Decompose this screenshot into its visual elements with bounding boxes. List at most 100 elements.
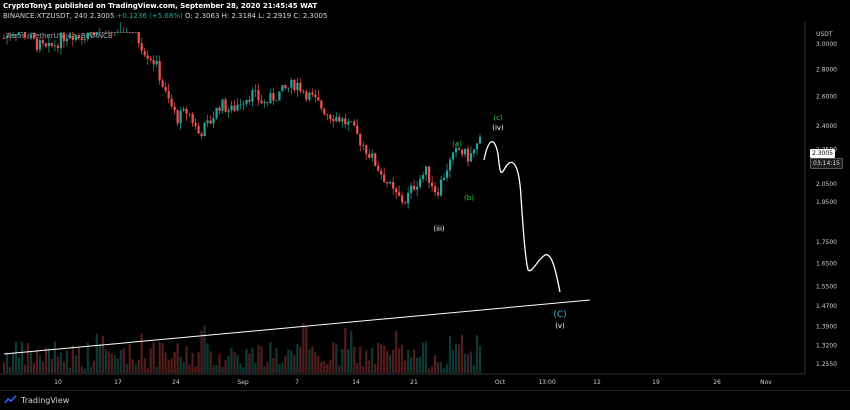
volume-bar [377,342,380,373]
tradingview-logo[interactable]: TradingView [4,395,69,405]
volume-bar [323,361,326,373]
candle-body [257,90,260,101]
candle-body [433,186,437,193]
candle-body [478,136,482,144]
volume-bar [209,351,212,373]
time-tick-label: Sep [237,379,249,386]
volume-bar [299,346,302,373]
candle-body [419,179,422,187]
volume-bar [230,348,233,373]
candle-body [260,100,263,104]
volume-bar [164,352,167,373]
candle-body [50,42,53,46]
candle-body [140,43,143,51]
candle-body [350,121,353,123]
volume-bar [448,335,452,373]
volume-bar [329,359,332,373]
wave-label-c-small: (c) [493,114,503,122]
volume-bar [53,341,56,373]
volume-bar [89,366,92,373]
volume-bar [212,364,215,373]
candle-body [463,148,467,155]
volume-bar [416,357,419,373]
candle-body [323,108,326,115]
candle-body [326,114,329,116]
publisher-line: CryptoTony1 published on TradingView.com… [3,2,318,10]
volume-bar [431,366,434,373]
candle-body [335,117,338,122]
volume-bar [239,363,242,373]
volume-bar [203,325,206,373]
volume-bar [442,368,446,373]
candle-body [266,102,269,103]
wave-label-b: (b) [464,194,474,202]
volume-bar [2,362,6,373]
volume-bar [248,353,251,373]
volume-bar [233,351,236,373]
candle-body [472,149,476,154]
volume-bar [317,355,320,373]
volume-bar [146,368,149,373]
volume-bar [176,343,179,373]
price-chart[interactable]: 3.00002.80002.60002.40002.25002.05001.95… [0,22,850,390]
price-tick-label: 3.0000 [816,41,837,48]
volume-bar [341,349,344,373]
candle-body [281,85,284,92]
volume-bar [302,323,305,373]
candle-body [428,166,431,183]
candle-body [299,82,302,92]
candle-body [2,37,6,39]
candle-body [389,182,392,184]
volume-bar [422,342,425,373]
volume-bar [472,365,476,373]
candle-body [383,174,386,183]
price-tick-label: 1.9500 [816,199,837,206]
candle-body [311,92,314,95]
price-tick-label: 1.3900 [816,323,837,330]
volume-bar [466,354,470,373]
candle-body [38,40,42,50]
volume-bar [365,350,368,373]
candle-body [53,45,56,47]
candle-body [92,32,95,35]
candle-body [113,32,116,33]
candle-body [475,143,479,150]
volume-bar [463,353,467,373]
candle-body [344,118,347,125]
candle-body [152,60,155,65]
candle-body [242,103,245,105]
volume-bar [478,346,482,373]
volume-bar [254,362,257,373]
volume-bar [368,360,371,373]
candle-body [442,177,446,180]
candle-body [329,114,332,120]
time-tick-label: 12 [593,379,601,386]
candle-body [457,148,461,150]
candle-body [272,93,275,101]
volume-bar [436,362,440,373]
candle-body [380,170,383,175]
candle-body [439,179,443,196]
candle-body [209,120,212,124]
volume-bar [425,341,428,373]
candle-body [179,110,182,124]
candle-body [188,113,191,115]
volume-bar [8,366,12,373]
price-tick-label: 2.4000 [816,123,837,130]
volume-bar [128,343,131,373]
price-tick-label: 2.6000 [816,94,837,101]
candle-body [254,90,257,92]
price-tick-label: 1.3200 [816,342,837,349]
volume-bar [47,348,51,373]
candle-body [251,90,254,102]
time-tick-label: 17 [114,379,122,386]
candle-body [224,99,227,112]
candle-body [305,91,308,100]
volume-bar [281,362,284,373]
candle-body [395,188,398,193]
candle-body [11,34,15,37]
candle-body [164,86,167,91]
candle-body [454,148,458,153]
candle-body [451,152,455,160]
volume-bar [454,343,458,373]
